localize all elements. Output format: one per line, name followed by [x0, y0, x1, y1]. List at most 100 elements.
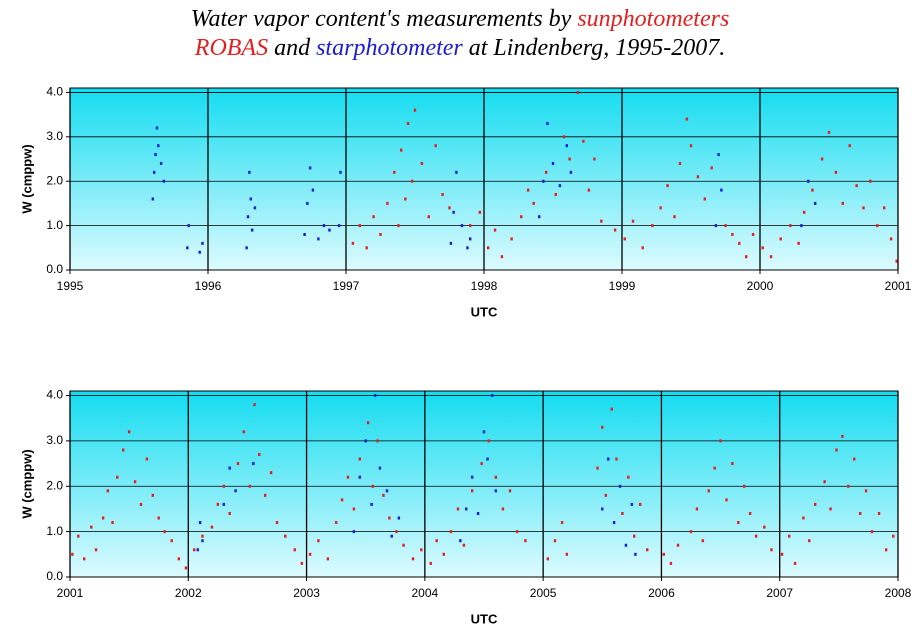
point	[669, 561, 673, 565]
point	[565, 144, 568, 148]
point	[618, 484, 622, 488]
point	[340, 498, 344, 502]
title-line: ROBAS and starphotometer at Lindenberg, …	[194, 35, 725, 61]
point	[651, 224, 654, 228]
point	[222, 484, 225, 488]
point	[869, 179, 872, 183]
point	[858, 511, 862, 515]
point	[358, 224, 361, 228]
point	[122, 448, 125, 452]
point	[248, 170, 251, 174]
point	[371, 484, 375, 488]
point	[500, 255, 504, 259]
point	[469, 237, 472, 241]
point	[562, 135, 566, 139]
point	[763, 525, 766, 529]
x-tick-label: 1996	[195, 279, 222, 293]
point	[482, 430, 486, 434]
x-axis-title: UTC	[471, 304, 498, 319]
point	[376, 439, 379, 443]
point	[624, 543, 628, 547]
point	[198, 521, 202, 525]
point	[544, 170, 548, 174]
point	[413, 108, 417, 112]
point	[560, 521, 564, 525]
point	[808, 539, 811, 543]
point	[284, 534, 287, 538]
point	[308, 166, 312, 170]
point	[889, 237, 893, 241]
point	[328, 228, 331, 232]
point	[630, 502, 634, 506]
point	[720, 188, 723, 192]
point	[551, 161, 555, 165]
point	[460, 224, 464, 228]
point	[101, 516, 105, 520]
point	[621, 511, 624, 515]
point	[748, 511, 752, 515]
point	[659, 206, 662, 210]
point	[797, 241, 800, 245]
point	[631, 219, 635, 223]
point	[456, 507, 460, 511]
plot-frame	[69, 390, 899, 578]
point	[388, 516, 391, 520]
point	[234, 489, 237, 493]
point	[311, 188, 315, 192]
point	[300, 561, 304, 565]
plot-frame	[69, 87, 899, 271]
point	[695, 507, 699, 511]
title-segment: starphotometer	[316, 35, 463, 61]
title-segment: sunphotometers	[577, 6, 729, 32]
point	[434, 144, 437, 148]
point	[258, 453, 261, 457]
point	[402, 543, 405, 547]
x-tick-label: 1998	[471, 279, 498, 293]
point	[848, 144, 851, 148]
point	[814, 502, 817, 506]
point	[542, 179, 545, 183]
point	[641, 246, 644, 250]
point	[253, 403, 256, 407]
point	[800, 224, 803, 228]
point	[634, 552, 637, 556]
point	[139, 502, 143, 506]
point	[452, 210, 455, 214]
point	[811, 188, 814, 192]
point	[293, 548, 296, 552]
point	[334, 521, 338, 525]
point	[157, 144, 160, 148]
point	[478, 210, 482, 214]
point	[358, 457, 361, 461]
point	[761, 246, 764, 250]
point	[322, 224, 326, 228]
point	[604, 493, 608, 497]
point	[770, 548, 773, 552]
point	[568, 157, 571, 161]
point	[222, 502, 225, 506]
title-segment: ROBAS	[194, 35, 268, 61]
point	[486, 246, 490, 250]
point	[476, 511, 480, 515]
point	[710, 166, 713, 170]
point	[151, 197, 154, 201]
point	[455, 170, 458, 174]
point	[823, 480, 826, 484]
x-tick-label: 2002	[175, 586, 202, 600]
point	[714, 224, 718, 228]
point	[196, 548, 199, 552]
point	[151, 493, 154, 497]
point	[210, 525, 214, 529]
point	[607, 457, 610, 461]
y-tick-label: 0.0	[46, 262, 63, 276]
point	[90, 525, 93, 529]
point	[155, 126, 159, 130]
point	[703, 197, 706, 201]
point	[382, 493, 385, 497]
point	[82, 557, 86, 561]
x-tick-label: 2003	[293, 586, 320, 600]
point	[719, 439, 722, 443]
point	[779, 237, 782, 241]
x-tick-label: 1999	[609, 279, 636, 293]
